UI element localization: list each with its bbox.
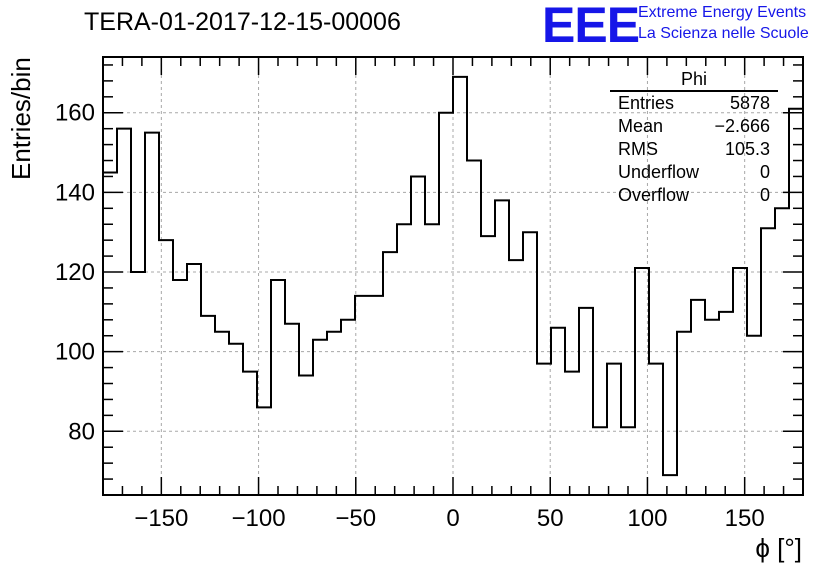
histogram-bin (159, 240, 173, 495)
eee-logo: EEE (542, 0, 640, 53)
stats-value: 0 (759, 162, 770, 182)
histogram-bin (705, 320, 719, 495)
x-tick-label: 0 (446, 505, 459, 532)
x-tick-label: 150 (725, 505, 765, 532)
histogram-bin (285, 324, 299, 495)
stats-row-entries: Entries 5878 (610, 92, 778, 115)
histogram-bin (663, 475, 677, 495)
histogram-bin (593, 427, 607, 495)
x-tick-label: 50 (537, 505, 564, 532)
histogram-series (103, 75, 803, 477)
stats-value: −2.666 (714, 116, 770, 136)
histogram-bin (425, 224, 439, 495)
histogram-bin (173, 280, 187, 495)
histogram-bin (313, 340, 327, 495)
histogram-bin (495, 200, 509, 495)
histogram-bin (299, 376, 313, 495)
histogram-bin (215, 332, 229, 495)
histogram-bin (747, 336, 761, 495)
histogram-bin (565, 372, 579, 495)
stats-label: Entries (618, 93, 675, 113)
histogram-bin (355, 296, 369, 495)
histogram-bin (243, 372, 257, 495)
stats-label: Mean (618, 116, 664, 136)
stats-row-underflow: Underflow 0 (610, 161, 778, 184)
logo-line-2: La Scienza nelle Scuole (638, 25, 809, 42)
histogram-bin (789, 109, 803, 495)
histogram-bin (229, 344, 243, 495)
histogram-bin (621, 427, 635, 495)
histogram-bin (341, 320, 355, 495)
x-tick-label: −50 (335, 505, 376, 532)
x-axis-label: ϕ [°] (755, 533, 802, 563)
stats-row-rms: RMS 105.3 (610, 138, 778, 161)
axis-tick-labels: −150 −100 −50 0 50 100 150 80 100 120 140 160 (55, 100, 765, 532)
histogram-bin (509, 260, 523, 495)
x-tick-label: −150 (134, 505, 188, 532)
histogram-bin (719, 312, 733, 495)
histogram-bin (397, 224, 411, 495)
y-tick-label: 80 (68, 418, 95, 445)
x-tick-label: 100 (627, 505, 667, 532)
histogram-bin (649, 364, 663, 495)
histogram-bin (271, 280, 285, 495)
histogram-bin (411, 176, 425, 495)
histogram-bin (453, 77, 467, 495)
stats-row-overflow: Overflow 0 (610, 184, 778, 207)
y-axis-label: Entries/bin (6, 57, 36, 180)
y-tick-label: 160 (55, 100, 95, 127)
y-tick-label: 100 (55, 339, 95, 366)
histogram-bin (761, 228, 775, 495)
stats-label: Overflow (618, 185, 690, 205)
histogram-bin (369, 296, 383, 495)
histogram-bin (635, 268, 649, 495)
histogram-bin (551, 328, 565, 495)
logo-line-1: Extreme Energy Events (638, 4, 807, 21)
x-tick-label: −100 (232, 505, 286, 532)
stats-label: Underflow (618, 162, 700, 182)
histogram-bin (327, 332, 341, 495)
histogram-bin (131, 272, 145, 495)
histogram-bin (383, 252, 397, 495)
grid-lines (103, 57, 803, 495)
stats-value: 0 (759, 185, 770, 205)
histogram-bin (607, 364, 621, 495)
stats-value: 105.3 (724, 139, 770, 159)
axis-ticks (102, 57, 804, 495)
histogram-bin (201, 316, 215, 495)
histogram-bin (677, 332, 691, 495)
y-tick-label: 120 (55, 259, 95, 286)
histogram-bin (467, 161, 481, 495)
histogram-bin (117, 129, 131, 495)
histogram-bin (579, 308, 593, 495)
histogram-bin (481, 236, 495, 495)
stats-box: Phi Entries 5878 Mean −2.666 RMS 105.3 U… (610, 68, 778, 207)
histogram-bin (187, 264, 201, 495)
stats-value: 5878 (729, 93, 770, 113)
chart-title: TERA-01-2017-12-15-00006 (84, 8, 401, 36)
histogram-bin (145, 133, 159, 495)
histogram-bin (691, 300, 705, 495)
histogram-bin (439, 113, 453, 495)
stats-row-mean: Mean −2.666 (610, 115, 778, 138)
stats-name: Phi (610, 68, 778, 92)
stats-label: RMS (618, 139, 658, 159)
histogram-bin (537, 364, 551, 495)
y-tick-label: 140 (55, 179, 95, 206)
